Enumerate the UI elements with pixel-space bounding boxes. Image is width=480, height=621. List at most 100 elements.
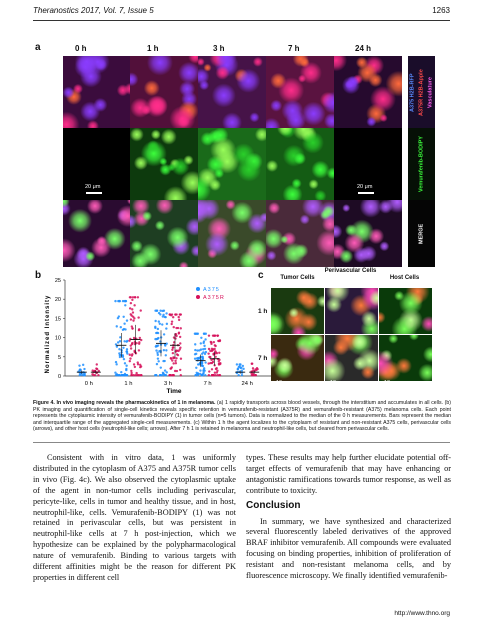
data-point [213,347,216,351]
paragraph: types. These results may help further el… [246,453,451,495]
data-point [218,351,221,354]
row-label-1h: 1 h [258,308,268,315]
data-point [118,347,121,351]
data-point [202,348,205,351]
data-point [140,338,143,342]
data-point [97,369,100,373]
micrograph-tile [198,200,266,267]
data-point [214,374,217,377]
data-point [156,327,160,331]
data-point [124,304,127,307]
data-point [128,359,132,363]
panel-c-tile [379,335,432,381]
scatter-chart: 0 5 10 15 20 25 0 h 1 h 3 h 7 h 24 h Normalized In… [45,278,273,395]
data-point [209,340,213,344]
data-point [163,315,166,319]
data-point [115,363,118,366]
data-point [168,313,171,316]
data-point [240,374,244,377]
micrograph-tile [130,128,198,201]
paragraph: Consistent with in vitro data, 1 was uni… [33,453,236,582]
data-point [119,326,122,329]
data-point [203,347,207,351]
data-point [133,365,137,369]
data-point [118,352,121,355]
data-point [195,366,198,369]
data-point [165,371,168,374]
panel-c-tile [271,335,324,381]
data-point [174,362,178,365]
data-point [135,341,138,345]
micrograph-tile [63,200,131,267]
data-point [207,347,211,351]
data-point [171,346,175,349]
micrograph-tile [130,200,198,267]
col-header-host: Host Cells [389,275,420,281]
data-point [170,322,173,326]
journal-title: Theranostics 2017, Vol. 7, Issue 5 [33,6,154,15]
legend-label-a375: A375 [203,287,220,293]
data-point [155,362,159,366]
data-point [129,347,133,350]
data-point [251,374,254,377]
x-tick-label: 24 h [242,381,253,387]
data-point [165,322,169,326]
x-tick-label: 0 h [85,381,93,387]
row-label-a375r: A375R H2B-Apple [417,56,426,129]
figure-caption: Figure 4. In vivo imaging reveals the ph… [33,400,451,433]
data-point [162,348,166,352]
data-point [131,341,134,345]
panel-c-tile [379,288,432,334]
panel-c-tile [325,288,378,334]
data-point [165,349,168,352]
scale-bar-label: 20 μm [357,184,373,190]
data-point [118,340,122,343]
data-point [155,349,158,352]
data-point [176,353,180,357]
data-point [177,315,180,319]
data-point [168,374,172,377]
legend-label-a375r: A375R [203,295,225,301]
data-point [136,296,140,299]
micrograph-tile [130,56,198,129]
data-point [170,320,174,323]
timepoint-label: 24 h [355,44,372,53]
data-point [130,371,133,375]
data-point [129,301,133,305]
data-point [213,334,217,337]
data-point [116,316,120,320]
data-point [139,309,142,312]
data-point [194,374,197,377]
y-tick-label: 10 [55,336,61,342]
data-point [130,325,134,328]
scale-bar [358,192,374,194]
panel-c-label: c [258,270,264,281]
data-point [133,340,137,344]
caption-title: Figure 4. In vivo imaging reveals the ph… [33,400,216,406]
data-point [172,356,175,359]
data-point [129,313,132,316]
x-tick-label: 3 h [164,381,172,387]
data-point [160,374,164,377]
data-point [132,336,136,340]
panel-b-label: b [35,270,42,281]
data-point [118,355,122,359]
micrograph-tile [266,56,334,129]
data-point [132,319,135,322]
data-point [204,332,207,335]
data-point [114,374,118,377]
data-point [197,356,200,360]
data-point [128,353,131,356]
data-point [129,318,133,321]
data-point [202,340,206,343]
data-point [159,309,162,312]
data-point [81,363,85,367]
data-point [204,374,207,377]
data-point [214,344,217,348]
row-label-7h: 7 h [258,355,268,362]
data-point [131,311,135,314]
data-point [163,374,166,377]
data-point [174,359,177,363]
data-point [130,369,133,373]
legend-swatch-a375 [196,287,200,291]
